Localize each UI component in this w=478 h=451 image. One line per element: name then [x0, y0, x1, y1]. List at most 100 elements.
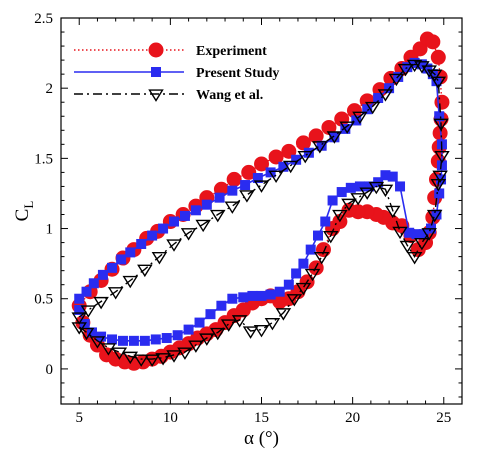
data-point	[209, 209, 226, 223]
data-point	[107, 262, 118, 273]
data-point	[195, 219, 211, 233]
data-point	[339, 121, 355, 134]
data-point	[148, 42, 164, 58]
data-point	[252, 173, 263, 184]
data-point	[93, 296, 109, 310]
data-point	[432, 170, 448, 184]
data-point	[404, 227, 415, 238]
data-point	[161, 333, 172, 344]
data-point	[201, 199, 212, 210]
data-point	[253, 180, 270, 193]
data-point	[315, 242, 331, 258]
data-point	[74, 293, 85, 304]
data-point	[147, 230, 158, 241]
data-point	[430, 49, 446, 65]
data-point	[226, 171, 242, 187]
data-point	[282, 160, 299, 174]
data-point	[117, 335, 128, 346]
data-point	[177, 347, 193, 360]
data-point	[425, 34, 441, 50]
data-point	[180, 228, 197, 241]
data-point	[274, 286, 285, 297]
data-point	[148, 89, 164, 102]
data-point	[214, 192, 225, 203]
data-point	[304, 268, 321, 282]
y-tick-label: 1	[46, 222, 54, 238]
data-point	[336, 187, 347, 198]
data-point	[183, 324, 194, 335]
data-point	[128, 335, 139, 346]
legend: Experiment Present Study Wang et al.	[74, 42, 279, 103]
data-point	[144, 354, 160, 367]
data-point	[392, 226, 408, 240]
legend-label: Present Study	[196, 66, 279, 81]
data-point	[227, 293, 238, 304]
x-tick-label: 5	[75, 410, 83, 426]
data-point	[320, 216, 331, 227]
data-point	[253, 325, 270, 338]
data-point	[158, 223, 169, 234]
data-point	[414, 61, 430, 74]
x-tick-label: 25	[436, 410, 451, 426]
data-point	[88, 278, 99, 289]
y-tick-label: 2	[46, 81, 54, 97]
data-point	[434, 150, 450, 164]
data-point	[313, 252, 330, 265]
data-point	[188, 340, 204, 353]
data-point	[286, 294, 303, 307]
y-tick-label: 0	[46, 362, 54, 378]
data-point	[414, 237, 430, 251]
data-point	[295, 135, 311, 151]
data-point	[209, 327, 226, 341]
data-point	[155, 353, 171, 366]
data-point	[190, 205, 201, 216]
plot-area	[71, 31, 450, 371]
data-point	[297, 150, 314, 164]
data-point	[151, 252, 168, 265]
series-group	[71, 59, 450, 367]
data-point	[166, 239, 182, 252]
data-point	[434, 188, 445, 199]
x-tick-label: 10	[163, 410, 178, 426]
data-point	[354, 181, 365, 192]
data-point	[137, 264, 153, 278]
data-point	[100, 343, 117, 356]
data-point	[313, 230, 324, 241]
legend-entry: Present Study	[74, 66, 279, 81]
data-point	[275, 308, 292, 321]
data-point	[364, 101, 381, 115]
data-point	[327, 195, 338, 206]
data-point	[172, 330, 183, 341]
data-point	[220, 319, 237, 332]
data-point	[305, 244, 316, 255]
y-tick-label: 2.5	[34, 11, 53, 27]
data-point	[332, 209, 348, 223]
data-point	[410, 242, 426, 258]
legend-entry: Wang et al.	[74, 88, 263, 103]
data-point	[139, 335, 150, 346]
y-tick-label: 1.5	[34, 151, 53, 167]
data-point	[352, 111, 368, 125]
axis-labels: 5 10 15 20 25 0 0.5 1 1.5 2 2.5 α (°) CL	[12, 11, 451, 449]
data-point	[308, 128, 324, 144]
data-point	[241, 164, 257, 180]
data-point	[151, 67, 161, 77]
data-point	[116, 254, 127, 265]
data-point	[430, 179, 447, 192]
data-point	[199, 333, 215, 346]
data-point	[224, 201, 241, 214]
data-point	[312, 141, 328, 154]
data-point	[81, 286, 92, 297]
data-point	[434, 111, 445, 122]
data-point	[122, 275, 139, 289]
data-point	[397, 63, 414, 77]
data-point	[150, 334, 161, 345]
x-axis-label: α (°)	[244, 428, 279, 449]
data-point	[205, 309, 216, 320]
data-point	[323, 230, 339, 244]
data-point	[166, 350, 182, 363]
data-point	[426, 209, 443, 223]
data-point	[295, 282, 312, 296]
data-point	[291, 268, 302, 279]
